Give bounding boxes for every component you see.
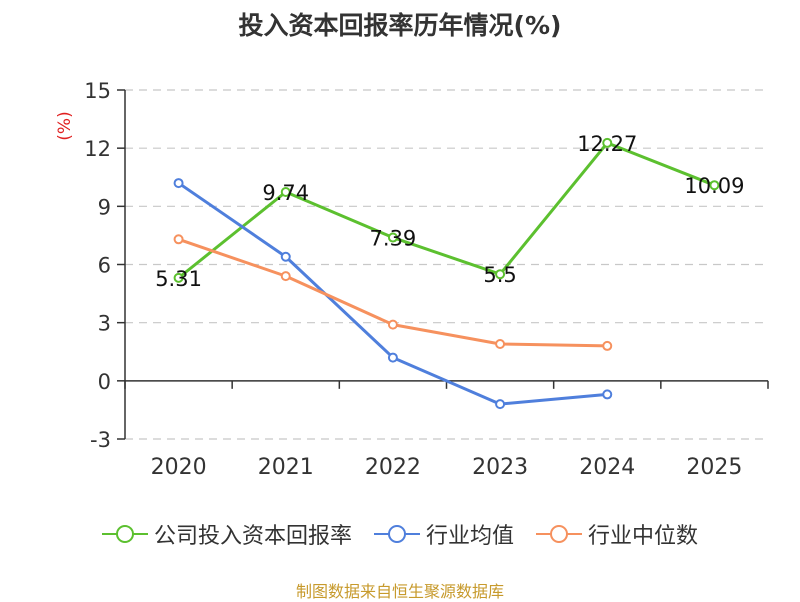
legend: 公司投入资本回报率 行业均值 行业中位数 — [0, 518, 800, 550]
y-tick-label: -3 — [90, 428, 111, 452]
x-tick-label: 2021 — [258, 455, 314, 480]
data-point[interactable] — [602, 389, 613, 400]
grid-lines — [125, 89, 768, 440]
legend-swatch-industry-avg — [373, 525, 420, 543]
x-tick-label: 2022 — [365, 455, 421, 480]
data-point[interactable] — [387, 232, 398, 243]
x-tick-label: 2025 — [686, 455, 742, 480]
data-point[interactable] — [495, 269, 506, 280]
legend-label-industry-avg: 行业均值 — [425, 524, 514, 549]
data-point[interactable] — [495, 399, 506, 410]
data-label: 7.39 — [370, 227, 417, 251]
data-point[interactable] — [280, 251, 291, 262]
x-tick-label: 2024 — [579, 455, 635, 480]
y-tick-label: 6 — [98, 254, 111, 278]
data-point[interactable] — [495, 338, 506, 349]
data-point[interactable] — [280, 186, 291, 197]
axes: -3 0 3 6 9 12 15 2020 2021 2022 2023 2024 2025 (%) — [55, 79, 769, 480]
y-tick-label: 15 — [84, 79, 111, 103]
legend-item-industry-median[interactable]: 行业中位数 — [536, 518, 698, 550]
series-line — [177, 181, 608, 406]
data-point[interactable] — [173, 272, 184, 283]
data-point[interactable] — [173, 234, 184, 245]
x-tick-label: 2020 — [151, 455, 207, 480]
y-tick-label: 0 — [98, 370, 111, 394]
series-line — [177, 141, 715, 280]
data-label: 12.27 — [577, 132, 637, 156]
legend-label-company: 公司投入资本回报率 — [153, 524, 352, 549]
data-point[interactable] — [709, 180, 720, 191]
data-point[interactable] — [280, 271, 291, 282]
data-point[interactable] — [173, 178, 184, 189]
data-point[interactable] — [602, 137, 613, 148]
chart-title: 投入资本回报率历年情况(%) — [238, 11, 562, 40]
legend-item-industry-avg[interactable]: 行业均值 — [373, 518, 514, 550]
legend-item-company[interactable]: 公司投入资本回报率 — [101, 518, 352, 550]
data-labels: 5.31 9.74 7.39 5.5 12.27 10.09 — [155, 132, 744, 291]
y-tick-label: 3 — [98, 312, 111, 336]
y-tick-label: 12 — [84, 137, 111, 161]
data-label: 9.74 — [262, 181, 309, 205]
data-label: 5.31 — [155, 267, 202, 291]
legend-label-industry-median: 行业中位数 — [588, 524, 699, 549]
data-point[interactable] — [602, 340, 613, 351]
data-label: 5.5 — [483, 263, 516, 287]
y-tick-label: 9 — [98, 195, 111, 219]
data-label: 10.09 — [684, 174, 744, 198]
legend-swatch-industry-median — [536, 525, 582, 543]
series-lines — [173, 137, 720, 410]
x-tick-label: 2023 — [472, 455, 528, 480]
data-point[interactable] — [387, 352, 398, 363]
series-line — [178, 237, 608, 348]
legend-swatch-company — [101, 525, 148, 543]
y-axis-label: (%) — [55, 111, 75, 140]
source-note: 制图数据来自恒生聚源数据库 — [295, 582, 504, 601]
data-point[interactable] — [387, 319, 398, 330]
